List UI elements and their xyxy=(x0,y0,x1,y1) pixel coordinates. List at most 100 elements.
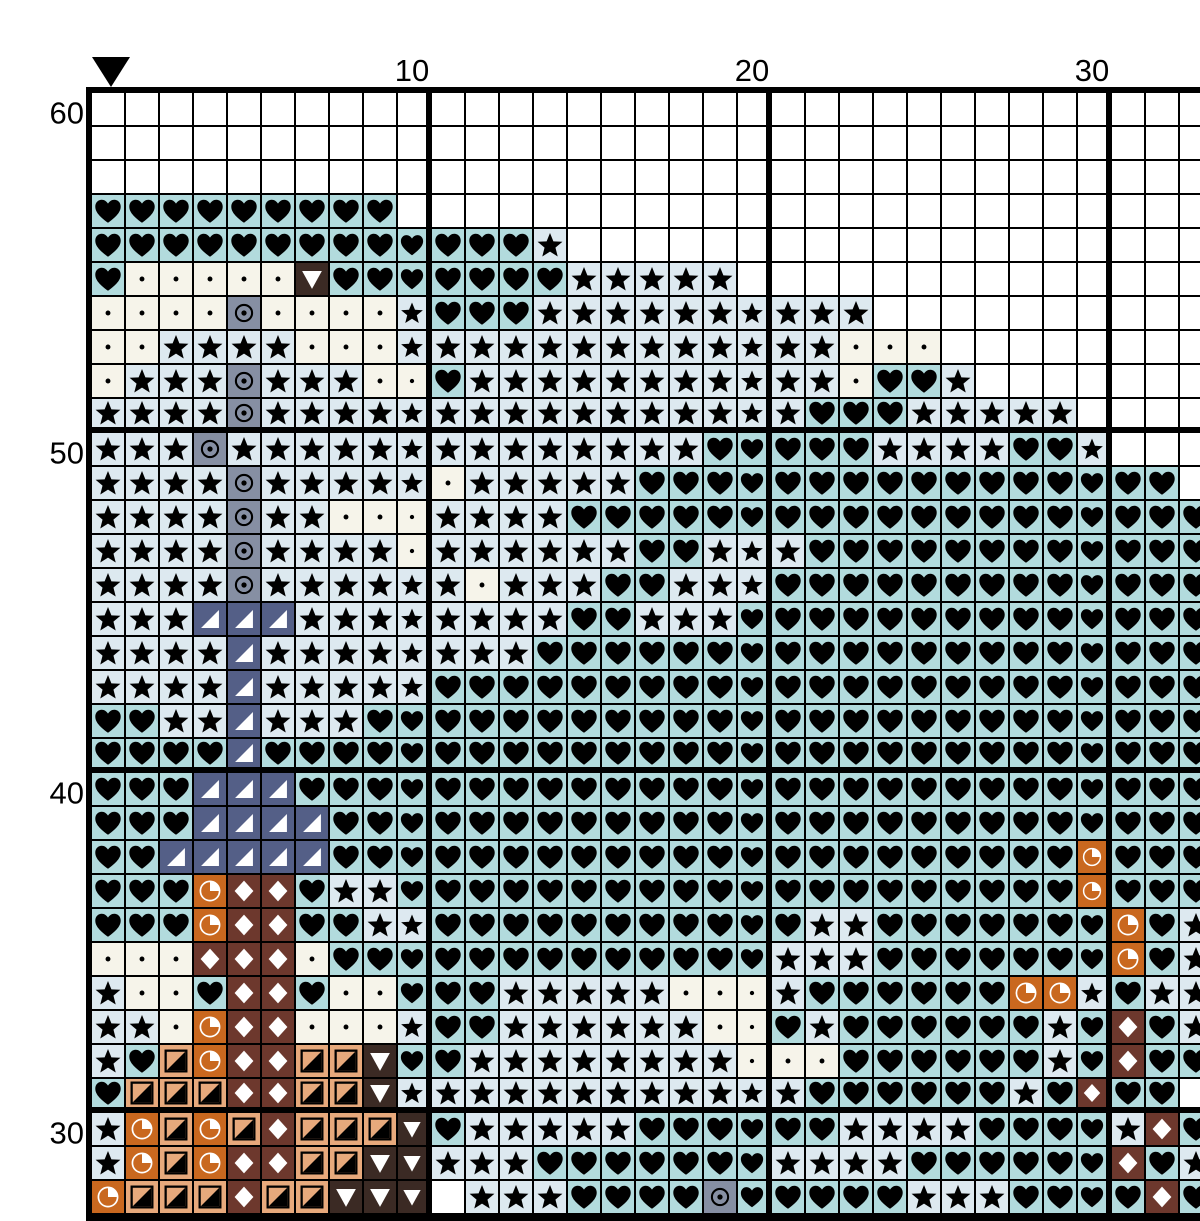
stitch-cell[interactable] xyxy=(704,365,738,399)
stitch-cell[interactable] xyxy=(908,705,942,739)
stitch-cell[interactable] xyxy=(194,1181,228,1215)
stitch-cell[interactable] xyxy=(1112,807,1146,841)
stitch-cell[interactable] xyxy=(738,1011,772,1045)
stitch-cell[interactable] xyxy=(976,1045,1010,1079)
stitch-cell[interactable] xyxy=(296,331,330,365)
stitch-cell[interactable] xyxy=(534,569,568,603)
stitch-cell[interactable] xyxy=(1010,93,1044,127)
stitch-cell[interactable] xyxy=(1078,399,1112,433)
stitch-cell[interactable] xyxy=(296,161,330,195)
stitch-cell[interactable] xyxy=(1010,433,1044,467)
stitch-cell[interactable] xyxy=(228,1079,262,1113)
stitch-cell[interactable] xyxy=(160,1045,194,1079)
stitch-cell[interactable] xyxy=(840,807,874,841)
stitch-cell[interactable] xyxy=(840,1079,874,1113)
stitch-cell[interactable] xyxy=(228,365,262,399)
stitch-cell[interactable] xyxy=(670,807,704,841)
stitch-cell[interactable] xyxy=(602,229,636,263)
stitch-cell[interactable] xyxy=(942,127,976,161)
stitch-cell[interactable] xyxy=(194,773,228,807)
stitch-cell[interactable] xyxy=(1112,93,1146,127)
stitch-cell[interactable] xyxy=(364,909,398,943)
stitch-cell[interactable] xyxy=(92,331,126,365)
stitch-cell[interactable] xyxy=(874,1045,908,1079)
stitch-cell[interactable] xyxy=(704,603,738,637)
stitch-cell[interactable] xyxy=(670,841,704,875)
stitch-cell[interactable] xyxy=(1180,807,1200,841)
stitch-cell[interactable] xyxy=(1112,433,1146,467)
stitch-cell[interactable] xyxy=(1112,229,1146,263)
stitch-cell[interactable] xyxy=(500,1147,534,1181)
stitch-cell[interactable] xyxy=(636,875,670,909)
stitch-cell[interactable] xyxy=(296,399,330,433)
stitch-cell[interactable] xyxy=(398,433,432,467)
stitch-cell[interactable] xyxy=(432,1011,466,1045)
stitch-cell[interactable] xyxy=(1078,331,1112,365)
stitch-cell[interactable] xyxy=(1112,875,1146,909)
stitch-cell[interactable] xyxy=(1010,705,1044,739)
stitch-cell[interactable] xyxy=(908,773,942,807)
stitch-cell[interactable] xyxy=(1146,365,1180,399)
stitch-cell[interactable] xyxy=(262,229,296,263)
stitch-cell[interactable] xyxy=(806,569,840,603)
stitch-cell[interactable] xyxy=(398,331,432,365)
stitch-cell[interactable] xyxy=(1078,603,1112,637)
stitch-cell[interactable] xyxy=(840,433,874,467)
stitch-cell[interactable] xyxy=(160,569,194,603)
stitch-cell[interactable] xyxy=(806,603,840,637)
stitch-cell[interactable] xyxy=(942,535,976,569)
stitch-cell[interactable] xyxy=(602,739,636,773)
stitch-cell[interactable] xyxy=(262,773,296,807)
stitch-cell[interactable] xyxy=(704,1045,738,1079)
stitch-cell[interactable] xyxy=(670,195,704,229)
stitch-cell[interactable] xyxy=(160,501,194,535)
stitch-cell[interactable] xyxy=(976,943,1010,977)
stitch-cell[interactable] xyxy=(636,943,670,977)
stitch-cell[interactable] xyxy=(432,1113,466,1147)
stitch-cell[interactable] xyxy=(92,467,126,501)
stitch-cell[interactable] xyxy=(568,1181,602,1215)
stitch-cell[interactable] xyxy=(874,195,908,229)
stitch-cell[interactable] xyxy=(568,875,602,909)
stitch-cell[interactable] xyxy=(126,467,160,501)
stitch-cell[interactable] xyxy=(160,1011,194,1045)
stitch-cell[interactable] xyxy=(500,705,534,739)
stitch-cell[interactable] xyxy=(670,331,704,365)
stitch-cell[interactable] xyxy=(1044,127,1078,161)
stitch-cell[interactable] xyxy=(568,977,602,1011)
stitch-cell[interactable] xyxy=(1112,739,1146,773)
stitch-cell[interactable] xyxy=(568,1011,602,1045)
stitch-cell[interactable] xyxy=(364,841,398,875)
stitch-cell[interactable] xyxy=(296,671,330,705)
stitch-cell[interactable] xyxy=(296,1181,330,1215)
stitch-cell[interactable] xyxy=(296,467,330,501)
stitch-cell[interactable] xyxy=(126,297,160,331)
stitch-cell[interactable] xyxy=(228,127,262,161)
stitch-cell[interactable] xyxy=(398,501,432,535)
stitch-cell[interactable] xyxy=(840,671,874,705)
stitch-cell[interactable] xyxy=(364,263,398,297)
stitch-cell[interactable] xyxy=(806,127,840,161)
stitch-cell[interactable] xyxy=(602,637,636,671)
stitch-cell[interactable] xyxy=(1044,195,1078,229)
stitch-cell[interactable] xyxy=(874,365,908,399)
stitch-cell[interactable] xyxy=(432,365,466,399)
stitch-cell[interactable] xyxy=(432,603,466,637)
stitch-cell[interactable] xyxy=(942,399,976,433)
stitch-cell[interactable] xyxy=(1112,773,1146,807)
stitch-cell[interactable] xyxy=(568,93,602,127)
stitch-cell[interactable] xyxy=(194,1113,228,1147)
stitch-cell[interactable] xyxy=(160,1113,194,1147)
stitch-cell[interactable] xyxy=(398,943,432,977)
stitch-cell[interactable] xyxy=(194,501,228,535)
stitch-cell[interactable] xyxy=(194,637,228,671)
stitch-cell[interactable] xyxy=(126,433,160,467)
stitch-cell[interactable] xyxy=(500,1079,534,1113)
stitch-cell[interactable] xyxy=(1112,637,1146,671)
stitch-cell[interactable] xyxy=(1010,1011,1044,1045)
stitch-cell[interactable] xyxy=(636,229,670,263)
stitch-cell[interactable] xyxy=(1180,637,1200,671)
stitch-cell[interactable] xyxy=(738,331,772,365)
stitch-cell[interactable] xyxy=(568,739,602,773)
stitch-cell[interactable] xyxy=(364,943,398,977)
